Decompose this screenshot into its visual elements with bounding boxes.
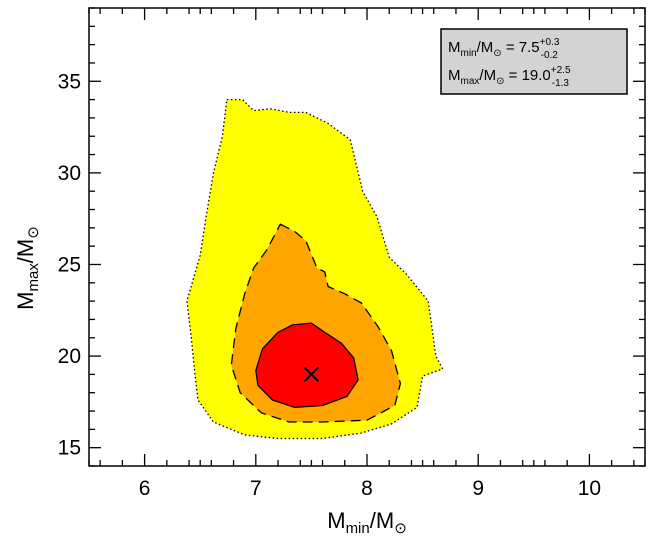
x-tick-label: 7 — [250, 477, 262, 500]
y-tick-label: 35 — [58, 70, 81, 93]
x-tick-label: 9 — [472, 477, 484, 500]
legend-line-min: Mmin/M⊙ = 7.5+0.3 -0.2 — [448, 37, 560, 61]
y-tick-label: 30 — [58, 162, 81, 185]
y-axis-title: Mmax/M⊙ — [13, 226, 42, 310]
axis-ticks — [88, 7, 646, 467]
y-tick-label: 15 — [58, 437, 81, 460]
legend-line-max: Mmax/M⊙ = 19.0+2.5 -1.3 — [448, 65, 571, 89]
y-tick-label: 25 — [58, 253, 81, 276]
region-inner — [255, 322, 359, 409]
best-fit-x — [303, 366, 320, 383]
x-tick-label: 10 — [578, 477, 601, 500]
x-tick-label: 6 — [139, 477, 151, 500]
confidence-regions — [186, 98, 444, 440]
tick-labels: 6 7 8 9 10 15 20 25 30 35 — [58, 70, 601, 500]
x-axis-title: Mmin/M⊙ — [327, 508, 407, 537]
x-tick-label: 8 — [361, 477, 373, 500]
y-tick-label: 20 — [58, 345, 81, 368]
legend-box: Mmin/M⊙ = 7.5+0.3 -0.2 Mmax/M⊙ = 19.0+2.5… — [440, 28, 628, 95]
best-fit-marker — [303, 366, 320, 383]
